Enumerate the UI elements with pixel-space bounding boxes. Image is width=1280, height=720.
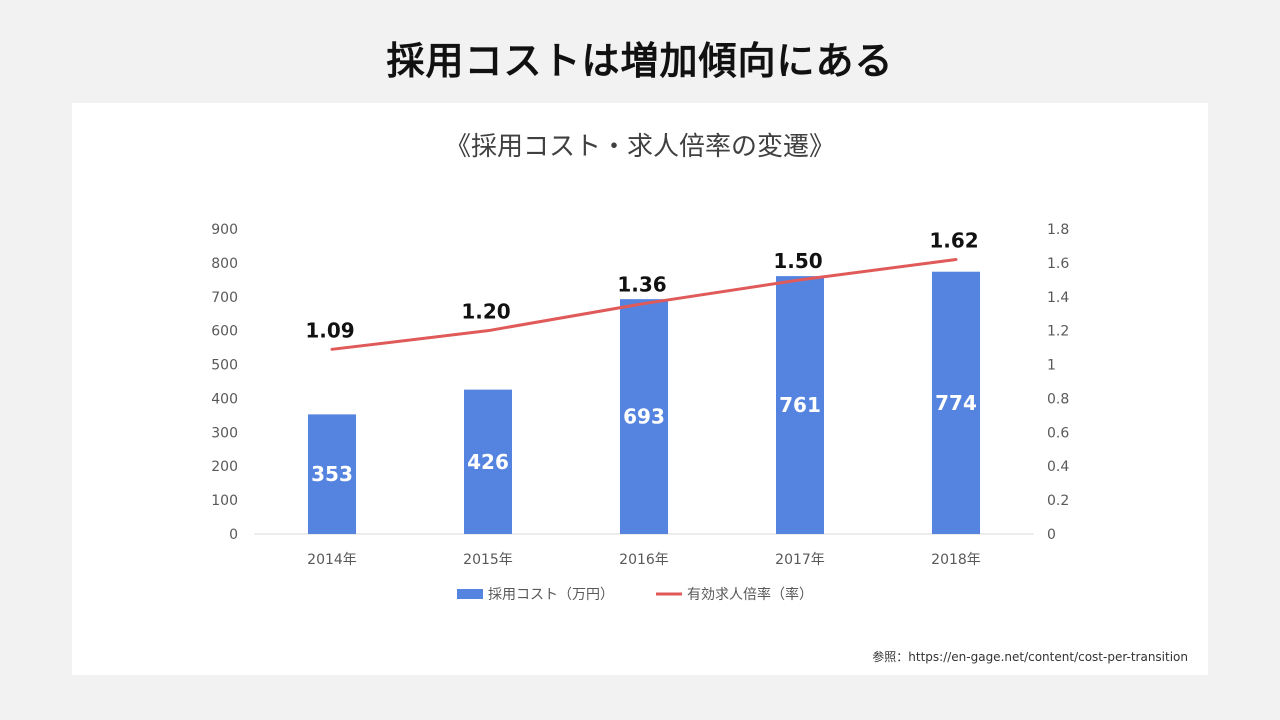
legend: 採用コスト（万円） 有効求人倍率（率） — [457, 586, 813, 603]
line-data-label: 1.62 — [929, 229, 978, 253]
line-data-label: 1.09 — [305, 318, 354, 342]
y-axis-right: 0 0.2 0.4 0.6 0.8 1 1.2 1.4 1.6 1.8 — [1047, 222, 1069, 543]
bar — [932, 271, 980, 534]
y-right-tick-label: 0.8 — [1047, 391, 1069, 407]
line-data-labels: 1.09 1.20 1.36 1.50 1.62 — [305, 229, 978, 343]
bar — [776, 276, 824, 534]
line-series — [330, 258, 958, 351]
x-tick-label: 2014年 — [307, 552, 357, 568]
x-tick-label: 2018年 — [931, 552, 981, 568]
y-right-tick-label: 1.6 — [1047, 256, 1069, 272]
y-left-tick-label: 400 — [211, 391, 238, 407]
legend-label-line: 有効求人倍率（率） — [687, 586, 813, 603]
y-left-tick-label: 900 — [211, 222, 238, 238]
combo-chart: 《採用コスト・求人倍率の変遷》 0 100 200 300 400 500 600 700 80… — [211, 132, 1069, 603]
y-right-tick-label: 0.2 — [1047, 493, 1069, 509]
line-data-label: 1.20 — [461, 300, 510, 324]
y-right-tick-label: 0.6 — [1047, 425, 1069, 441]
y-left-tick-label: 100 — [211, 493, 238, 509]
y-left-tick-label: 300 — [211, 425, 238, 441]
bar-data-label: 426 — [467, 450, 509, 474]
bar — [308, 414, 356, 534]
page-title: 採用コストは増加傾向にある — [386, 39, 894, 83]
y-right-tick-label: 1.8 — [1047, 222, 1069, 238]
y-left-tick-label: 0 — [229, 527, 238, 543]
bar — [464, 389, 512, 534]
bar-data-label: 761 — [779, 393, 821, 417]
y-left-tick-label: 700 — [211, 290, 238, 306]
bar-data-label: 693 — [623, 405, 665, 429]
y-right-tick-label: 0.4 — [1047, 459, 1069, 475]
y-left-tick-label: 200 — [211, 459, 238, 475]
bar — [620, 299, 668, 534]
y-right-tick-label: 0 — [1047, 527, 1056, 543]
y-right-tick-label: 1.4 — [1047, 290, 1069, 306]
x-tick-label: 2017年 — [775, 552, 825, 568]
y-axis-left: 0 100 200 300 400 500 600 700 800 900 — [211, 222, 238, 543]
line-path — [330, 258, 958, 351]
x-tick-label: 2016年 — [619, 552, 669, 568]
chart-title: 《採用コスト・求人倍率の変遷》 — [445, 132, 835, 162]
line-data-label: 1.36 — [617, 273, 666, 297]
chart-panel: 《採用コスト・求人倍率の変遷》 0 100 200 300 400 500 600 700 80… — [72, 103, 1208, 675]
y-left-tick-label: 600 — [211, 324, 238, 340]
bar-data-labels: 353 426 693 761 774 — [311, 391, 977, 486]
y-right-tick-label: 1.2 — [1047, 324, 1069, 340]
source-note: 参照：https://en-gage.net/content/cost-per-… — [872, 650, 1188, 664]
line-data-label: 1.50 — [773, 249, 822, 273]
y-left-tick-label: 800 — [211, 256, 238, 272]
bar-series — [308, 271, 980, 534]
x-axis: 2014年 2015年 2016年 2017年 2018年 — [307, 552, 981, 568]
y-right-tick-label: 1 — [1047, 358, 1056, 374]
x-tick-label: 2015年 — [463, 552, 513, 568]
bar-data-label: 774 — [935, 391, 977, 415]
bar-data-label: 353 — [311, 462, 353, 486]
legend-swatch-bar — [457, 589, 483, 599]
y-left-tick-label: 500 — [211, 358, 238, 374]
legend-label-bar: 採用コスト（万円） — [488, 587, 614, 603]
